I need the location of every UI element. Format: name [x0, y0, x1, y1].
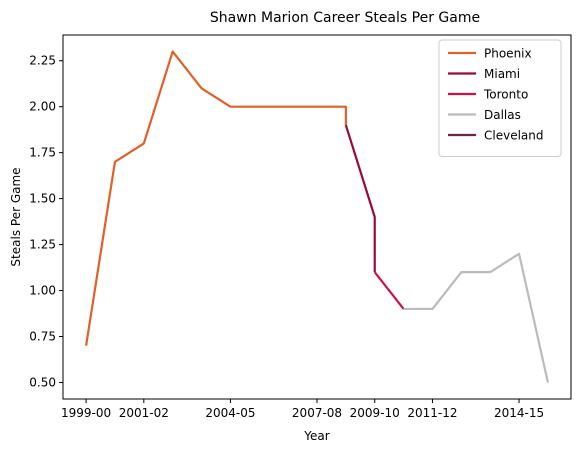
x-tick-label: 2009-10: [350, 406, 400, 420]
y-tick-label: 0.50: [29, 375, 56, 389]
legend-label: Miami: [484, 67, 520, 81]
y-tick-label: 1.00: [29, 284, 56, 298]
x-tick-label: 1999-00: [61, 406, 111, 420]
series-line-phoenix: [85, 50, 347, 346]
x-axis-title: Year: [303, 429, 329, 443]
x-tick-label: 2007-08: [292, 406, 342, 420]
y-tick-label: 2.00: [29, 100, 56, 114]
x-axis: 1999-00 2001-02 2004-05 2007-08 2009-10 2011-…: [61, 399, 544, 420]
legend-box: [438, 39, 562, 157]
legend-label: Cleveland: [484, 129, 544, 143]
legend-label: Dallas: [484, 108, 521, 122]
y-axis-title: Steals Per Game: [9, 167, 23, 266]
x-tick-label: 2011-12: [407, 406, 457, 420]
y-axis: 0.50 0.75 1.00 1.25 1.50 1.75 2.00 2.25: [29, 54, 63, 389]
series-line-toronto: [373, 271, 405, 310]
x-tick-label: 2004-05: [205, 406, 255, 420]
y-tick-label: 1.50: [29, 192, 56, 206]
legend-label: Toronto: [483, 88, 528, 102]
series-line-dallas: [403, 252, 549, 383]
series-layer: [85, 50, 549, 383]
x-tick-label: 2001-02: [119, 406, 169, 420]
chart-title: Shawn Marion Career Steals Per Game: [210, 10, 480, 26]
y-tick-label: 2.25: [29, 54, 56, 68]
x-tick-label: 2014-15: [494, 406, 544, 420]
legend: Phoenix Miami Toronto Dallas Cleveland: [438, 39, 562, 157]
legend-label: Phoenix: [484, 47, 532, 61]
y-tick-label: 1.25: [29, 238, 56, 252]
y-tick-label: 1.75: [29, 146, 56, 160]
series-line-miami: [344, 124, 376, 273]
y-tick-label: 0.75: [29, 329, 56, 343]
